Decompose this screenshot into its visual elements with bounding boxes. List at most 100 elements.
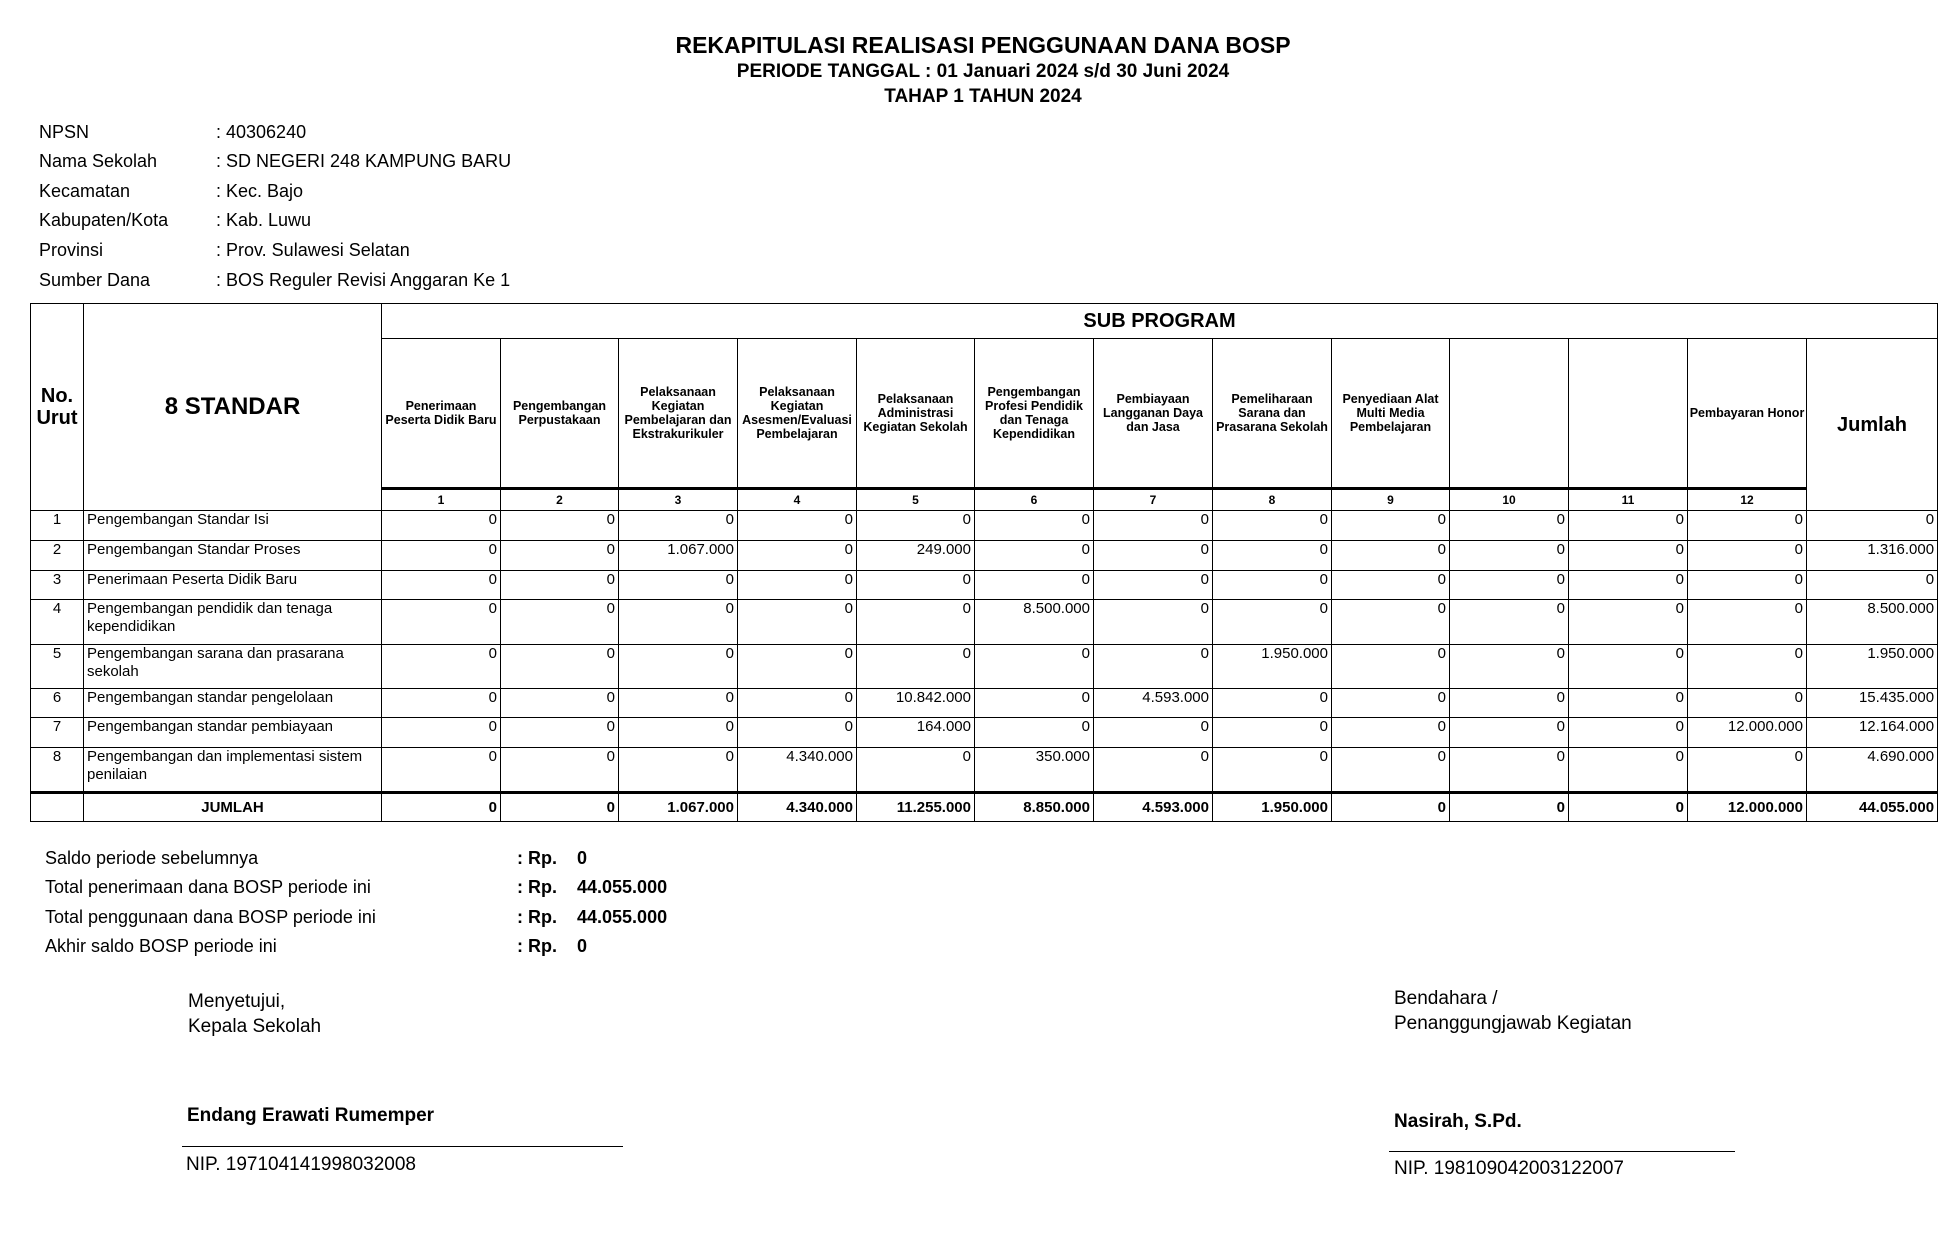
amount-cell: 0 bbox=[500, 540, 619, 571]
info-value: : SD NEGERI 248 KAMPUNG BARU bbox=[216, 151, 512, 171]
column-header bbox=[1568, 338, 1688, 489]
treasurer-label: Bendahara / bbox=[1394, 988, 1498, 1009]
amount-cell: 0 bbox=[618, 688, 738, 718]
table-row: 3 Penerimaan Peserta Didik Baru 0 0 0 0 0 0 0 0 0 0… bbox=[30, 570, 1939, 600]
treasurer-title: Penanggungjawab Kegiatan bbox=[1394, 1013, 1632, 1034]
standar-name: Pengembangan Standar Proses bbox=[83, 540, 382, 571]
amount-cell: 0 bbox=[500, 510, 619, 541]
amount-cell: 0 bbox=[1449, 747, 1569, 793]
amount-cell: 0 bbox=[1687, 510, 1807, 541]
total-cell: 0 bbox=[1568, 792, 1688, 822]
report-title: REKAPITULASI REALISASI PENGGUNAAN DANA B… bbox=[675, 32, 1291, 58]
amount-cell: 0 bbox=[1449, 510, 1569, 541]
principal-nip: NIP. 197104141998032008 bbox=[186, 1154, 416, 1175]
info-value: : Kab. Luwu bbox=[216, 210, 312, 230]
row-total: 15.435.000 bbox=[1805, 688, 1939, 718]
column-header: Pengembangan Perpustakaan bbox=[500, 338, 619, 489]
total-cell: 4.340.000 bbox=[737, 792, 857, 822]
total-row: JUMLAH 0 0 1.067.000 4.340.000 11.255.000 8.85… bbox=[30, 792, 1939, 822]
amount-cell: 0 bbox=[737, 510, 857, 541]
column-number: 12 bbox=[1687, 487, 1807, 511]
amount-cell: 0 bbox=[1687, 644, 1807, 689]
amount-cell: 0 bbox=[618, 747, 738, 793]
amount-cell: 0 bbox=[618, 570, 738, 600]
signature-line bbox=[182, 1146, 623, 1147]
treasurer-nip: NIP. 198109042003122007 bbox=[1394, 1158, 1624, 1179]
amount-cell: 0 bbox=[500, 717, 619, 748]
amount-cell: 0 bbox=[1449, 688, 1569, 718]
column-header: Penerimaan Peserta Didik Baru bbox=[381, 338, 501, 489]
amount-cell: 0 bbox=[1212, 599, 1332, 645]
amount-cell: 4.340.000 bbox=[737, 747, 857, 793]
column-number: 1 bbox=[381, 487, 501, 511]
summary-label: Total penerimaan dana BOSP periode ini bbox=[45, 877, 371, 897]
amount-cell: 1.950.000 bbox=[1212, 644, 1332, 689]
total-cell: 4.593.000 bbox=[1093, 792, 1213, 822]
row-number: 5 bbox=[30, 644, 84, 689]
total-cell: 0 bbox=[1449, 792, 1569, 822]
row-number: 6 bbox=[30, 688, 84, 718]
amount-cell: 0 bbox=[974, 644, 1094, 689]
total-cell: 11.255.000 bbox=[856, 792, 975, 822]
amount-cell: 0 bbox=[1568, 540, 1688, 571]
amount-cell: 10.842.000 bbox=[856, 688, 975, 718]
total-cell: 0 bbox=[381, 792, 501, 822]
amount-cell: 0 bbox=[1687, 570, 1807, 600]
amount-cell: 1.067.000 bbox=[618, 540, 738, 571]
amount-cell: 12.000.000 bbox=[1687, 717, 1807, 748]
standar-name: Penerimaan Peserta Didik Baru bbox=[83, 570, 382, 600]
row-total: 1.950.000 bbox=[1805, 644, 1939, 689]
column-header: Pelaksanaan Kegiatan Pembelajaran dan Ek… bbox=[618, 338, 738, 489]
column-number-row: 1 2 3 4 5 6 7 8 9 10 11 12 bbox=[31, 487, 1938, 511]
amount-cell: 0 bbox=[1093, 717, 1213, 748]
amount-cell: 0 bbox=[1687, 688, 1807, 718]
amount-cell: 350.000 bbox=[974, 747, 1094, 793]
amount-cell: 0 bbox=[381, 747, 501, 793]
signature-line bbox=[1389, 1151, 1735, 1152]
grand-total: 44.055.000 bbox=[1805, 792, 1939, 822]
amount-cell: 0 bbox=[1568, 644, 1688, 689]
amount-cell: 0 bbox=[1331, 747, 1450, 793]
amount-cell: 0 bbox=[1331, 717, 1450, 748]
row-number: 7 bbox=[30, 717, 84, 748]
amount-cell: 0 bbox=[500, 599, 619, 645]
info-label: Provinsi bbox=[39, 240, 104, 260]
total-cell: 0 bbox=[500, 792, 619, 822]
amount-cell: 0 bbox=[381, 644, 501, 689]
column-number: 8 bbox=[1212, 487, 1332, 511]
column-header: Pelaksanaan Administrasi Kegiatan Sekola… bbox=[856, 338, 975, 489]
summary-label: Akhir saldo BOSP periode ini bbox=[45, 936, 277, 956]
info-label: NPSN bbox=[39, 122, 90, 142]
summary-label: Total penggunaan dana BOSP periode ini bbox=[45, 907, 376, 927]
table-row: 5 Pengembangan sarana dan prasarana sekol… bbox=[30, 644, 1939, 689]
recap-table: No. Urut 8 STANDAR SUB PROGRAM Penerimaan P… bbox=[30, 303, 1939, 822]
amount-cell: 0 bbox=[856, 599, 975, 645]
amount-cell: 0 bbox=[856, 510, 975, 541]
info-label: Nama Sekolah bbox=[39, 151, 158, 171]
amount-cell: 0 bbox=[618, 644, 738, 689]
amount-cell: 0 bbox=[1093, 644, 1213, 689]
info-value: : BOS Reguler Revisi Anggaran Ke 1 bbox=[216, 270, 511, 290]
info-value: : Kec. Bajo bbox=[216, 181, 304, 201]
table-row: 8 Pengembangan dan implementasi sistem pe… bbox=[30, 747, 1939, 793]
row-number: 3 bbox=[30, 570, 84, 600]
summary-value: 44.055.000 bbox=[577, 907, 668, 927]
info-value: : Prov. Sulawesi Selatan bbox=[216, 240, 410, 260]
amount-cell: 0 bbox=[974, 510, 1094, 541]
total-cell: 1.067.000 bbox=[618, 792, 738, 822]
treasurer-name: Nasirah, S.Pd. bbox=[1394, 1111, 1522, 1132]
total-blank bbox=[30, 792, 84, 822]
row-number: 2 bbox=[30, 540, 84, 571]
amount-cell: 0 bbox=[381, 599, 501, 645]
row-total: 0 bbox=[1805, 570, 1939, 600]
total-cell: 0 bbox=[1331, 792, 1450, 822]
principal-title: Kepala Sekolah bbox=[188, 1016, 322, 1037]
amount-cell: 0 bbox=[500, 688, 619, 718]
table-row: 1 Pengembangan Standar Isi 0 0 0 0 0 0 0 0 0 0 0 0 0 bbox=[30, 510, 1939, 541]
amount-cell: 0 bbox=[500, 570, 619, 600]
standar-header: 8 STANDAR bbox=[83, 303, 382, 511]
row-number: 4 bbox=[30, 599, 84, 645]
standar-name: Pengembangan standar pembiayaan bbox=[83, 717, 382, 748]
column-number: 4 bbox=[737, 487, 857, 511]
amount-cell: 0 bbox=[737, 540, 857, 571]
